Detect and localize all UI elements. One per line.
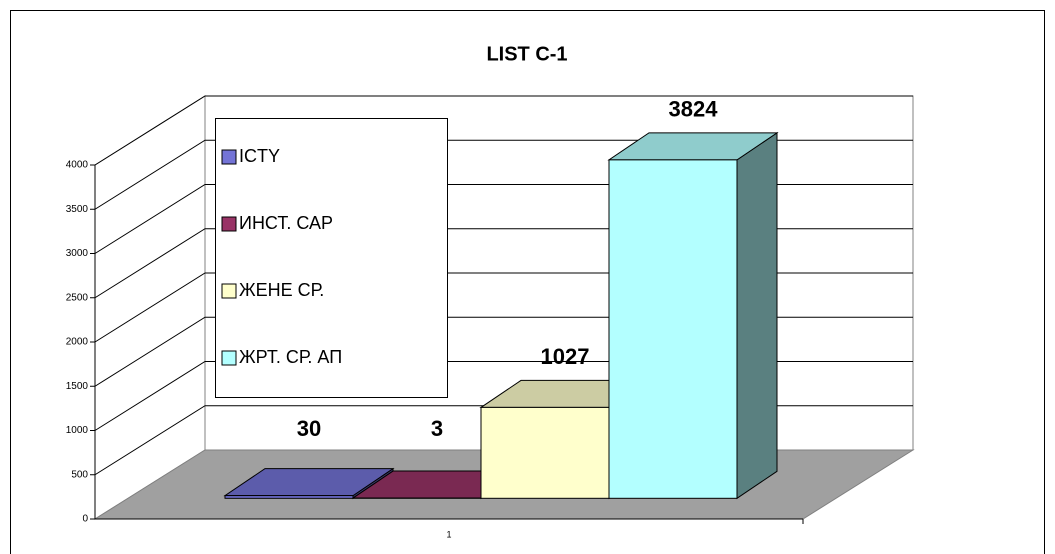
legend-swatch [221, 149, 237, 165]
legend-box [215, 118, 448, 398]
y-tick-label: 3500 [66, 204, 89, 215]
y-tick-label: 2500 [66, 292, 89, 303]
legend-label: ЖЕНЕ СР. [239, 280, 324, 300]
data-label: 1027 [541, 344, 590, 369]
data-label: 3 [431, 416, 443, 441]
y-tick-label: 4000 [66, 160, 89, 171]
data-label: 3824 [669, 97, 719, 122]
grid-line [94, 95, 913, 166]
legend-swatch [221, 350, 237, 366]
bar [224, 495, 354, 499]
x-tick-label: 1 [446, 529, 451, 539]
legend-label: ICTY [239, 146, 280, 166]
legend-label: ЖРТ. СР. АП [239, 347, 342, 367]
legend-swatch [221, 216, 237, 232]
y-tick-label: 500 [71, 469, 88, 480]
y-tick-label: 2000 [66, 337, 89, 348]
bar [608, 159, 738, 499]
data-label: 30 [297, 416, 321, 441]
legend-label: ИНСТ. САР [239, 213, 333, 233]
bar [480, 406, 610, 499]
bar-side [736, 131, 778, 500]
y-tick-label: 0 [82, 514, 88, 525]
legend: ICTY ИНСТ. САР ЖЕНЕ СР. ЖРТ. СР. АП [215, 118, 448, 398]
y-tick-label: 1000 [66, 425, 89, 436]
chart-title: LIST C-1 [486, 43, 567, 65]
y-tick-label: 3000 [66, 248, 89, 259]
y-tick-label: 1500 [66, 381, 89, 392]
legend-swatch [221, 283, 237, 299]
